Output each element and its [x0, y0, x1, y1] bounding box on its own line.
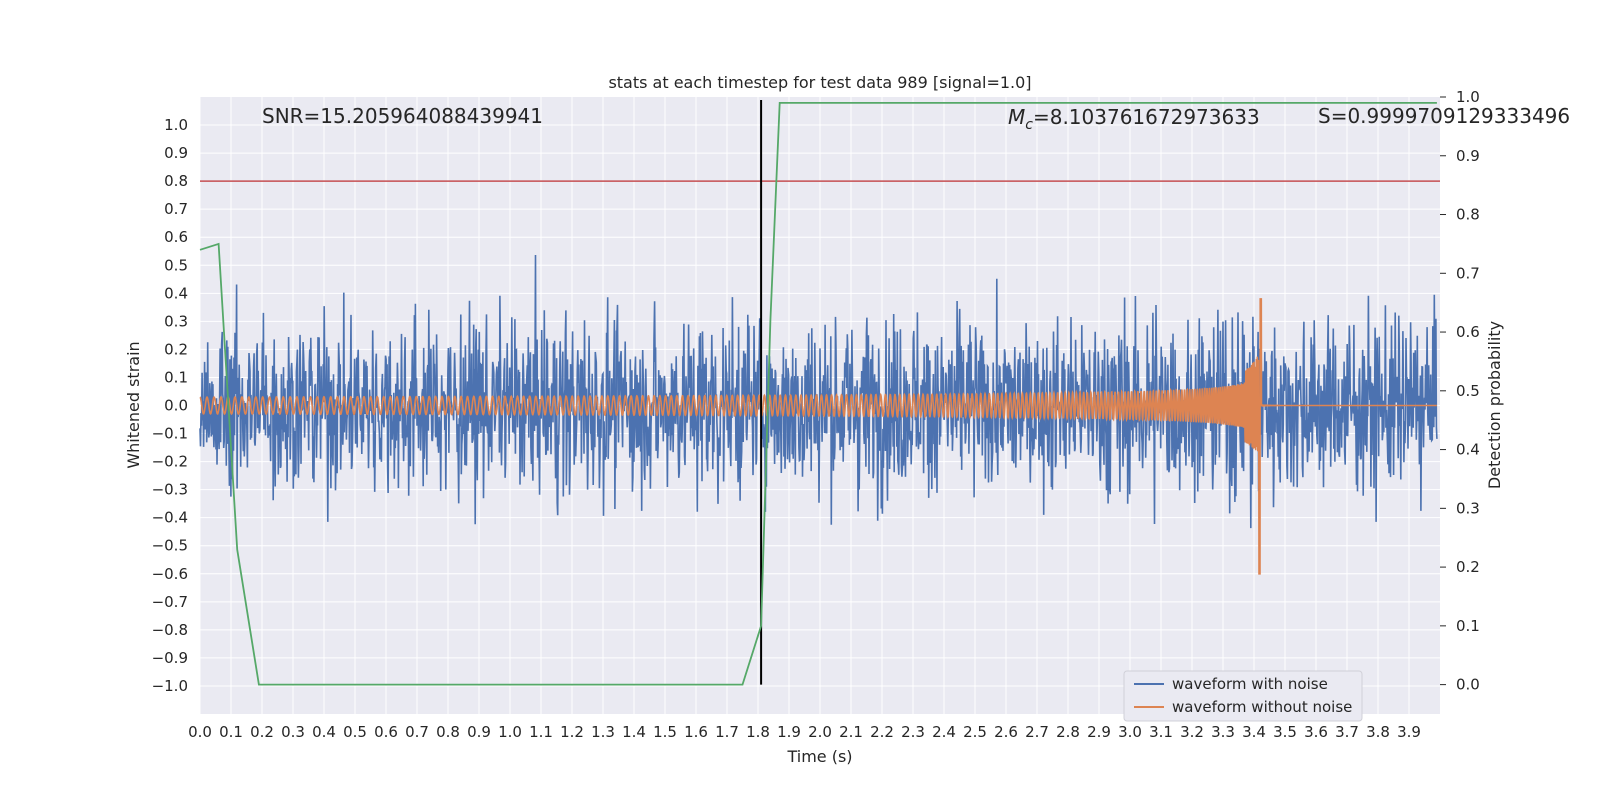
y-left-tick-label: 0.7: [164, 200, 188, 218]
y-left-tick-label: −0.8: [152, 621, 188, 639]
y-left-tick-label: −0.7: [152, 593, 188, 611]
x-tick-label: 1.5: [653, 723, 677, 741]
y-left-tick-label: 1.0: [164, 116, 188, 134]
y-left-tick-label: −0.1: [152, 425, 188, 443]
x-tick-label: 3.8: [1366, 723, 1390, 741]
y-right-tick-label: 0.2: [1456, 558, 1480, 576]
x-tick-label: 2.9: [1087, 723, 1111, 741]
y-left-tick-label: −0.5: [152, 537, 188, 555]
y-left-tick-label: 0.4: [164, 284, 188, 302]
x-tick-label: 2.4: [932, 723, 956, 741]
chart-title: stats at each timestep for test data 989…: [608, 73, 1031, 92]
x-tick-label: 1.6: [684, 723, 708, 741]
mc-subscript: c: [1025, 117, 1033, 133]
s-annotation: S=0.9999709129333496: [1318, 104, 1570, 128]
x-tick-label: 3.3: [1211, 723, 1235, 741]
x-tick-label: 0.5: [343, 723, 367, 741]
y-right-tick-label: 0.5: [1456, 382, 1480, 400]
y-right-tick-label: 0.9: [1456, 147, 1480, 165]
x-tick-label: 0.6: [374, 723, 398, 741]
x-tick-label: 2.6: [994, 723, 1018, 741]
legend-box: [1123, 670, 1363, 722]
y-left-tick-label: −0.4: [152, 509, 188, 527]
x-tick-label: 0.4: [312, 723, 336, 741]
y-right-tick-label: 0.4: [1456, 441, 1480, 459]
x-tick-label: 2.7: [1025, 723, 1049, 741]
legend-label-clean: waveform without noise: [1172, 698, 1352, 716]
x-tick-label: 1.7: [715, 723, 739, 741]
mc-symbol: M: [1008, 105, 1025, 129]
x-tick-label: 3.2: [1180, 723, 1204, 741]
y-right-tick-label: 0.6: [1456, 323, 1480, 341]
x-tick-label: 1.1: [529, 723, 553, 741]
x-tick-label: 2.1: [839, 723, 863, 741]
y-left-tick-label: −0.6: [152, 565, 188, 583]
ticks-layer: 0.0 0.1 0.2 0.3 0.4 0.5 0.6 0.7 0.8 0.9 1.0 1.1 1.2 1…: [152, 88, 1480, 741]
y-left-tick-label: 0.6: [164, 228, 188, 246]
x-tick-label: 3.9: [1397, 723, 1421, 741]
y-right-tick-label: 0.0: [1456, 676, 1480, 694]
y-right-tick-label: 0.8: [1456, 206, 1480, 224]
x-tick-label: 0.2: [250, 723, 274, 741]
x-tick-label: 3.6: [1304, 723, 1328, 741]
x-tick-label: 3.5: [1273, 723, 1297, 741]
legend-label-noise: waveform with noise: [1172, 675, 1328, 693]
series-waveform-without-noise: [199, 298, 1437, 575]
series-layer: [199, 99, 1440, 686]
y-left-tick-label: 0.0: [164, 397, 188, 415]
x-tick-label: 1.3: [591, 723, 615, 741]
mc-annotation: Mc=8.103761672973633: [1008, 105, 1260, 133]
x-tick-label: 2.3: [901, 723, 925, 741]
y-axis-label-left: Whitened strain: [124, 341, 143, 468]
x-tick-label: 3.1: [1149, 723, 1173, 741]
y-left-tick-label: 0.8: [164, 172, 188, 190]
y-left-tick-label: −1.0: [152, 677, 188, 695]
y-right-tick-label: 0.1: [1456, 617, 1480, 635]
mc-value: =8.103761672973633: [1033, 105, 1260, 129]
x-tick-label: 0.8: [436, 723, 460, 741]
x-tick-label: 1.0: [498, 723, 522, 741]
x-tick-label: 3.0: [1118, 723, 1142, 741]
y-left-tick-label: 0.1: [164, 368, 188, 386]
y-left-tick-label: 0.9: [164, 144, 188, 162]
y-left-tick-label: 0.3: [164, 312, 188, 330]
y-axis-label-right: Detection probability: [1485, 321, 1504, 489]
y-right-tick-label: 0.3: [1456, 499, 1480, 517]
legend: waveform with noise waveform without noi…: [1123, 670, 1363, 722]
x-tick-label: 1.4: [622, 723, 646, 741]
x-tick-label: 3.7: [1335, 723, 1359, 741]
y-left-tick-label: 0.2: [164, 340, 188, 358]
y-right-tick-label: 1.0: [1456, 88, 1480, 106]
x-tick-label: 2.0: [808, 723, 832, 741]
x-tick-label: 3.4: [1242, 723, 1266, 741]
x-tick-label: 1.9: [777, 723, 801, 741]
x-tick-label: 0.9: [467, 723, 491, 741]
x-tick-label: 0.7: [405, 723, 429, 741]
x-tick-label: 2.8: [1056, 723, 1080, 741]
y-left-tick-label: −0.2: [152, 453, 188, 471]
y-left-tick-label: 0.5: [164, 256, 188, 274]
series-detection-probability: [199, 102, 1437, 686]
x-tick-label: 0.3: [281, 723, 305, 741]
y-left-tick-label: −0.9: [152, 649, 188, 667]
x-tick-label: 0.1: [219, 723, 243, 741]
snr-annotation: SNR=15.205964088439941: [262, 104, 543, 128]
x-tick-label: 0.0: [188, 723, 212, 741]
x-tick-label: 1.2: [560, 723, 584, 741]
x-tick-label: 1.8: [746, 723, 770, 741]
y-left-tick-label: −0.3: [152, 481, 188, 499]
x-axis-label: Time (s): [786, 747, 852, 766]
y-right-tick-label: 0.7: [1456, 264, 1480, 282]
x-tick-label: 2.5: [963, 723, 987, 741]
x-tick-label: 2.2: [870, 723, 894, 741]
